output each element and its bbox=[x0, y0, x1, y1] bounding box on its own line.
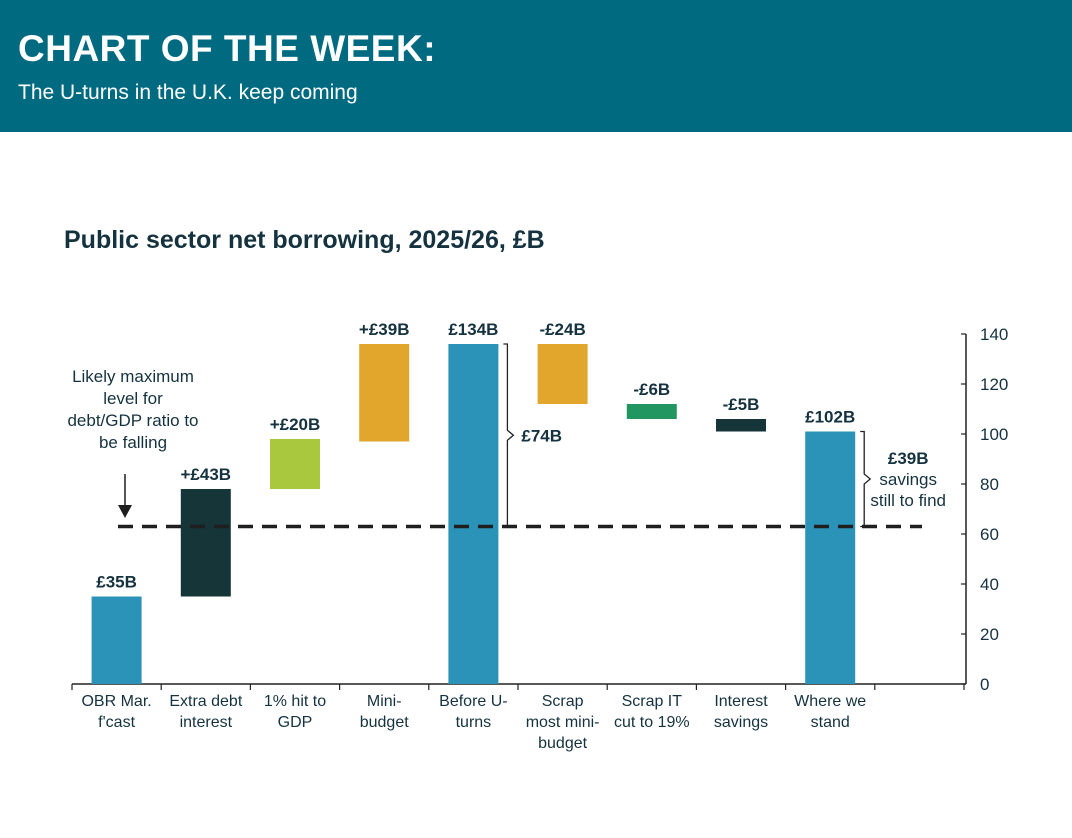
y-tick-label: 80 bbox=[980, 475, 999, 494]
category-label: Extra debt bbox=[169, 693, 242, 710]
y-tick-label: 60 bbox=[980, 525, 999, 544]
brace-label: still to find bbox=[870, 491, 946, 510]
category-label: cut to 19% bbox=[614, 714, 690, 731]
reference-line-label: debt/GDP ratio to bbox=[67, 411, 198, 430]
bar-value-label: -£6B bbox=[633, 380, 670, 399]
category-label: budget bbox=[538, 735, 587, 752]
category-label: Interest bbox=[714, 693, 768, 710]
bar-value-label: -£5B bbox=[723, 395, 760, 414]
bar bbox=[537, 344, 588, 404]
category-label: 1% hit to bbox=[264, 693, 326, 710]
bar-value-label: -£24B bbox=[539, 320, 585, 339]
bar bbox=[448, 344, 499, 684]
category-label: interest bbox=[180, 714, 233, 731]
bar bbox=[626, 404, 677, 419]
reference-line-label: level for bbox=[103, 389, 163, 408]
category-label: Where we bbox=[794, 693, 866, 710]
bar-value-label: +£43B bbox=[181, 465, 232, 484]
bar-value-label: £102B bbox=[805, 408, 855, 427]
category-label: OBR Mar. bbox=[81, 693, 151, 710]
header-banner: CHART OF THE WEEK: The U-turns in the U.… bbox=[0, 0, 1072, 132]
y-tick-label: 0 bbox=[980, 675, 989, 694]
category-label: most mini- bbox=[526, 714, 600, 731]
reference-line-label: be falling bbox=[99, 433, 167, 452]
bar-value-label: £35B bbox=[96, 573, 137, 592]
category-label: turns bbox=[456, 714, 492, 731]
category-label: budget bbox=[360, 714, 409, 731]
banner-subtitle: The U-turns in the U.K. keep coming bbox=[18, 81, 358, 104]
category-label: f'cast bbox=[98, 714, 135, 731]
bar-value-label: £134B bbox=[448, 320, 498, 339]
bar bbox=[716, 419, 766, 432]
bar bbox=[91, 596, 142, 684]
reference-arrowhead bbox=[118, 505, 132, 518]
chart-title: Public sector net borrowing, 2025/26, £B bbox=[64, 226, 545, 254]
bar-value-label: +£20B bbox=[270, 415, 321, 434]
banner-title: CHART OF THE WEEK: bbox=[18, 28, 437, 69]
bar bbox=[805, 431, 856, 684]
category-label: Before U- bbox=[439, 693, 507, 710]
brace bbox=[860, 430, 872, 528]
category-label: savings bbox=[714, 714, 768, 731]
category-label: Scrap IT bbox=[622, 693, 683, 710]
bar-value-label: +£39B bbox=[359, 320, 410, 339]
brace bbox=[503, 343, 515, 528]
brace-label: £39B bbox=[888, 449, 929, 468]
y-tick-label: 120 bbox=[980, 375, 1008, 394]
y-tick-label: 20 bbox=[980, 625, 999, 644]
bar bbox=[359, 344, 410, 442]
category-label: Mini- bbox=[367, 693, 402, 710]
bar bbox=[270, 439, 320, 489]
y-tick-label: 100 bbox=[980, 425, 1008, 444]
y-tick-label: 140 bbox=[980, 325, 1008, 344]
y-tick-label: 40 bbox=[980, 575, 999, 594]
category-label: stand bbox=[811, 714, 850, 731]
category-label: Scrap bbox=[542, 693, 584, 710]
category-label: GDP bbox=[278, 714, 313, 731]
reference-line-label: Likely maximum bbox=[72, 367, 194, 386]
brace-label: savings bbox=[879, 470, 937, 489]
bar bbox=[180, 489, 231, 597]
brace-label: £74B bbox=[521, 426, 562, 445]
